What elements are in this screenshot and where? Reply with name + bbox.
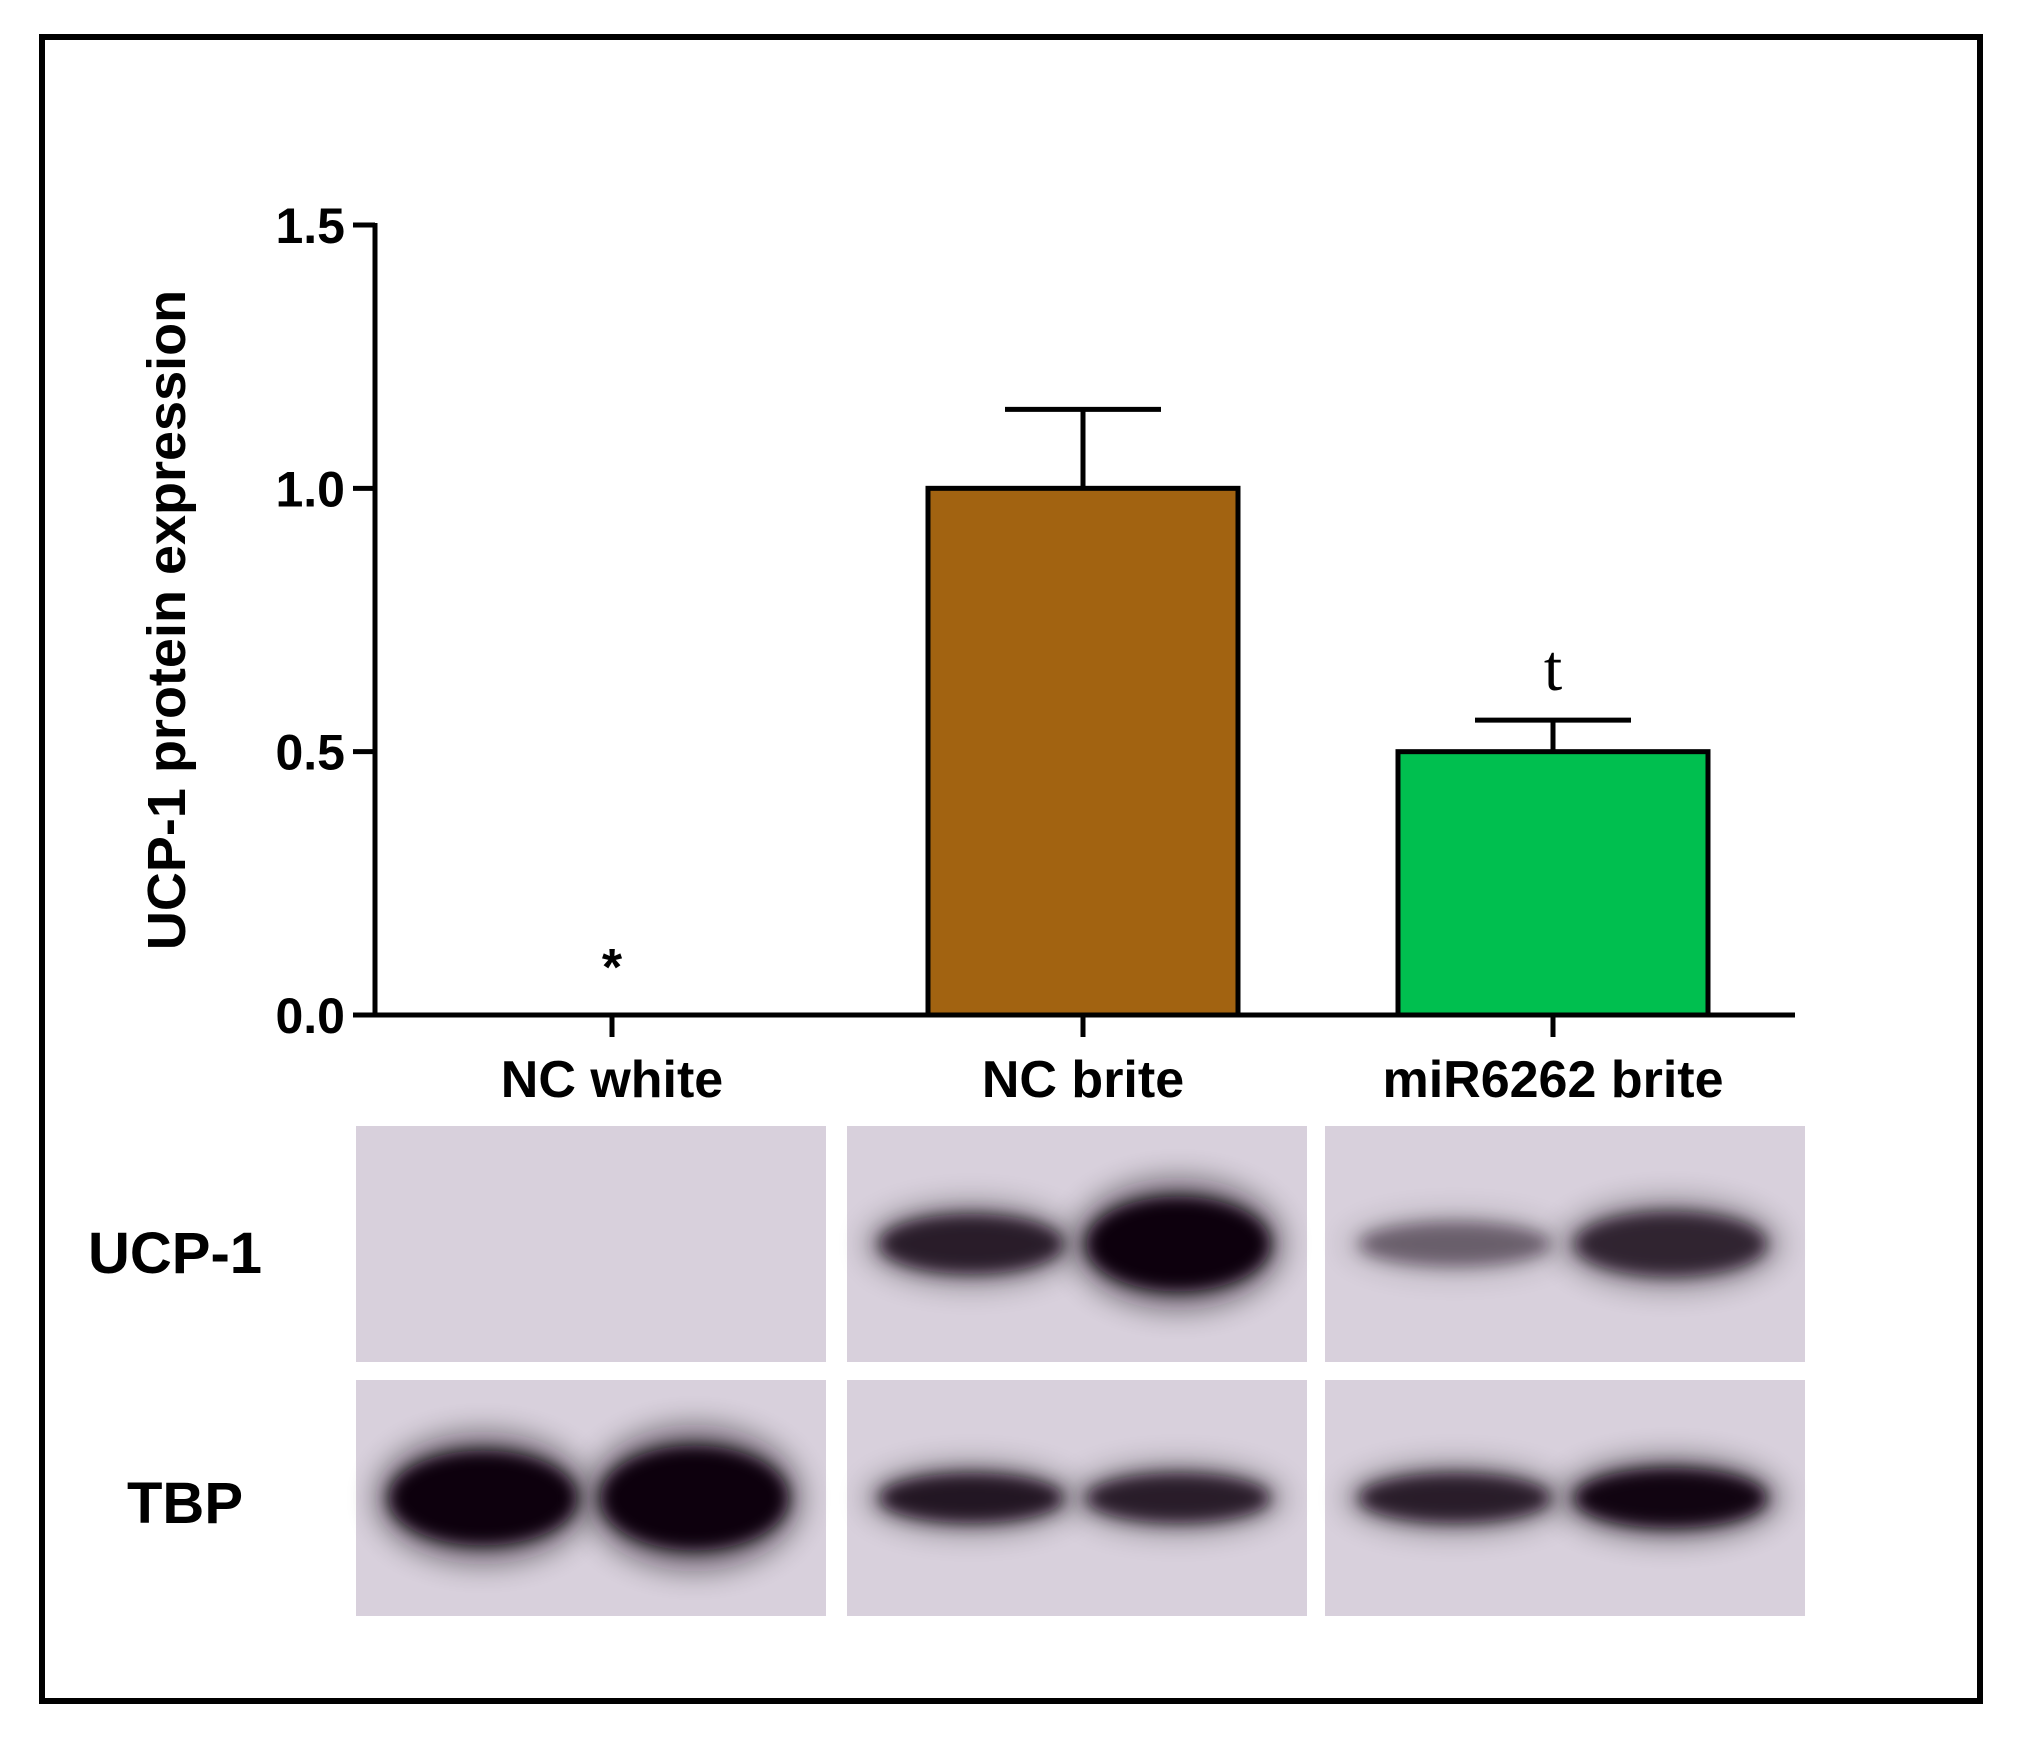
western-blot: [356, 1126, 1805, 1616]
blot-row-label-ucp1: UCP-1: [88, 1221, 263, 1286]
blot-band: [1086, 1473, 1271, 1523]
blot-band: [1358, 1473, 1551, 1523]
blot-band: [1086, 1196, 1271, 1292]
blot-band: [600, 1445, 789, 1551]
blot-panel: [847, 1126, 1307, 1362]
blot-band: [879, 1214, 1064, 1274]
chart-bars: [925, 485, 1711, 1018]
y-axis-label: UCP-1 protein expression: [137, 290, 197, 950]
blot-band: [1574, 1211, 1767, 1277]
significance-annotation: *: [602, 939, 623, 997]
y-tick-label: 1.0: [275, 461, 345, 517]
blot-band: [879, 1473, 1064, 1523]
chart-error-bars: [1005, 406, 1631, 752]
significance-annotation: t: [1544, 632, 1562, 705]
bar: [1395, 749, 1711, 1018]
y-tick-label: 0.0: [275, 988, 345, 1044]
blot-panel: [1325, 1126, 1805, 1362]
y-tick-label: 0.5: [275, 725, 345, 781]
blot-panel: [1325, 1380, 1805, 1616]
blot-panel: [847, 1380, 1307, 1616]
chart-labels: 0.0 0.5 1.0 1.5 NC white * NC brite miR6262 bri…: [275, 198, 1723, 1109]
blot-membrane: [356, 1126, 826, 1362]
blot-band: [1574, 1468, 1767, 1528]
bar: [925, 485, 1241, 1018]
x-tick-label: NC brite: [982, 1051, 1184, 1109]
blot-band: [1358, 1221, 1551, 1267]
x-tick-label: miR6262 brite: [1382, 1051, 1723, 1109]
blot-panel: [356, 1380, 826, 1616]
y-tick-label: 1.5: [275, 198, 345, 254]
blot-band: [388, 1450, 577, 1546]
chart-ticks: [353, 222, 1556, 1037]
blot-row-label-tbp: TBP: [127, 1471, 243, 1536]
x-tick-label: NC white: [501, 1051, 723, 1109]
blot-panel: [356, 1126, 826, 1362]
